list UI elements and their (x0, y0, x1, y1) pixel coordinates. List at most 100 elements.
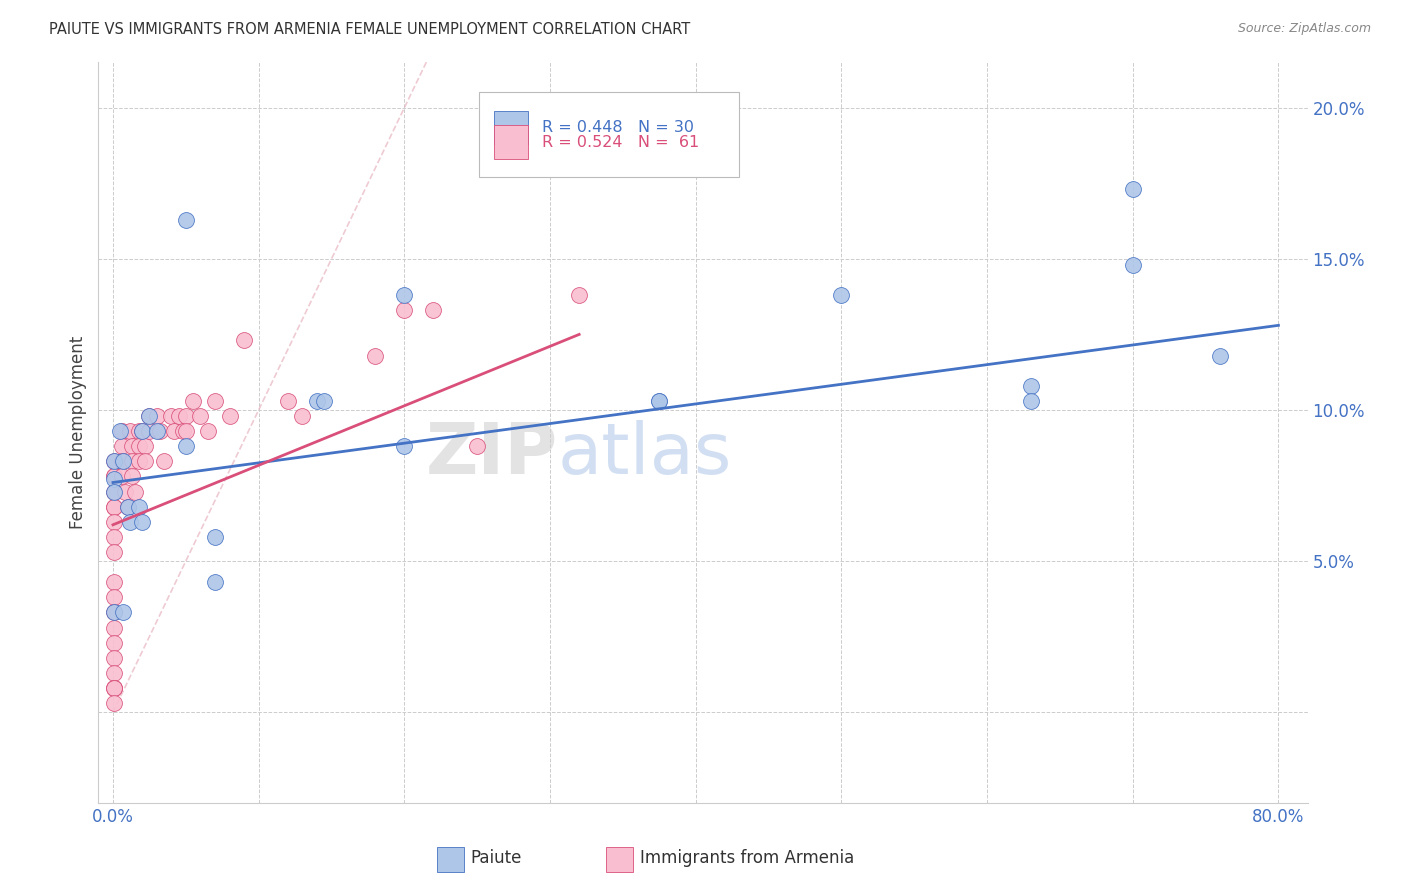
Point (174, 424, 197, 438)
Point (305, 393, 328, 408)
Point (394, 303, 416, 318)
Point (120, 515, 142, 529)
Point (103, 681, 125, 695)
Point (172, 424, 194, 438)
Point (648, 393, 671, 408)
Bar (606, 847, 633, 871)
Text: Source: ZipAtlas.com: Source: ZipAtlas.com (1237, 22, 1371, 36)
Point (364, 349, 387, 363)
Point (103, 591, 125, 605)
Bar (437, 847, 464, 871)
Bar (494, 111, 527, 144)
Point (103, 515, 125, 529)
Text: atlas: atlas (558, 420, 733, 490)
Point (830, 288, 852, 302)
Point (181, 393, 204, 408)
Point (103, 606, 125, 620)
Point (134, 454, 156, 468)
Point (174, 409, 197, 423)
Point (131, 424, 153, 438)
Point (145, 424, 167, 438)
Point (138, 424, 160, 438)
Point (197, 424, 219, 438)
Y-axis label: Female Unemployment: Female Unemployment (69, 336, 87, 529)
Point (174, 212, 197, 227)
Point (204, 530, 226, 544)
Point (128, 500, 150, 514)
Point (153, 454, 176, 468)
Point (1019, 378, 1042, 392)
Point (149, 424, 172, 438)
Point (103, 650, 125, 665)
Text: R = 0.524   N =  61: R = 0.524 N = 61 (543, 135, 699, 150)
Text: ZIP: ZIP (426, 420, 558, 490)
Point (131, 424, 153, 438)
Point (103, 454, 125, 468)
Point (291, 409, 314, 423)
Text: Paiute: Paiute (471, 849, 522, 867)
Point (138, 409, 160, 423)
Point (394, 439, 416, 453)
Point (124, 484, 146, 499)
Text: PAIUTE VS IMMIGRANTS FROM ARMENIA FEMALE UNEMPLOYMENT CORRELATION CHART: PAIUTE VS IMMIGRANTS FROM ARMENIA FEMALE… (49, 22, 690, 37)
Text: R = 0.448   N = 30: R = 0.448 N = 30 (543, 120, 695, 135)
Point (568, 288, 591, 302)
Point (131, 515, 153, 529)
Point (103, 500, 125, 514)
Point (103, 530, 125, 544)
Point (128, 439, 150, 453)
Point (111, 469, 134, 483)
Point (121, 439, 143, 453)
Point (648, 393, 671, 408)
Point (103, 665, 125, 680)
Point (121, 454, 143, 468)
Point (204, 575, 226, 590)
Point (103, 575, 125, 590)
Point (103, 696, 125, 710)
Point (314, 393, 336, 408)
Point (103, 606, 125, 620)
FancyBboxPatch shape (479, 92, 740, 178)
Text: Immigrants from Armenia: Immigrants from Armenia (640, 849, 855, 867)
Point (112, 606, 135, 620)
Point (103, 484, 125, 499)
Point (103, 500, 125, 514)
Point (111, 454, 134, 468)
Point (128, 424, 150, 438)
Point (103, 635, 125, 649)
Point (160, 409, 183, 423)
Point (103, 469, 125, 483)
Point (103, 621, 125, 635)
Point (394, 288, 416, 302)
Point (1122, 258, 1144, 272)
Point (112, 454, 135, 468)
Point (233, 334, 256, 348)
Point (110, 424, 132, 438)
Point (163, 424, 186, 438)
Point (117, 500, 139, 514)
Point (117, 500, 139, 514)
Point (128, 454, 150, 468)
Point (114, 484, 136, 499)
Bar (494, 126, 527, 159)
Point (120, 424, 142, 438)
Point (103, 469, 125, 483)
Point (103, 484, 125, 499)
Point (277, 393, 299, 408)
Point (138, 409, 160, 423)
Point (218, 409, 240, 423)
Point (103, 681, 125, 695)
Point (134, 439, 156, 453)
Point (204, 393, 226, 408)
Point (167, 409, 190, 423)
Point (103, 681, 125, 695)
Point (145, 409, 167, 423)
Point (1209, 349, 1232, 363)
Point (111, 439, 134, 453)
Point (111, 424, 134, 438)
Point (103, 545, 125, 559)
Point (1019, 393, 1042, 408)
Point (103, 454, 125, 468)
Point (422, 303, 444, 318)
Point (190, 409, 212, 423)
